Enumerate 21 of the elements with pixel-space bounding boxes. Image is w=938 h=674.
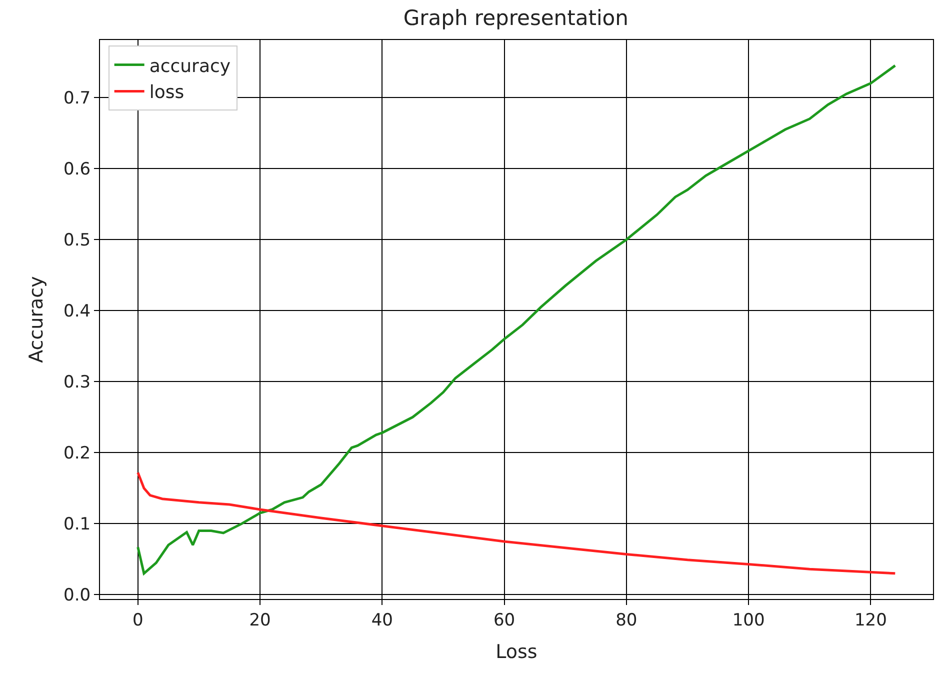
y-tick-label: 0.0 [64,586,91,606]
y-tick-label: 0.2 [64,444,91,464]
y-tick-label: 0.5 [64,230,91,251]
x-tick-label: 100 [732,610,765,630]
chart-title: Graph representation [403,6,628,30]
x-tick-label: 40 [371,610,393,630]
y-tick-label: 0.7 [64,88,91,108]
y-tick-label: 0.1 [64,514,91,535]
y-axis-title: Accuracy [25,276,48,363]
legend-label: loss [149,82,184,104]
y-tick-label: 0.6 [64,160,91,180]
legend-label: accuracy [149,56,231,77]
x-tick-label: 120 [854,610,887,630]
x-tick-label: 20 [249,610,271,630]
y-tick-label: 0.3 [64,372,91,393]
x-tick-label: 0 [132,610,144,630]
x-tick-label: 60 [493,610,516,630]
x-axis-title: Loss [496,641,538,664]
y-tick-label: 0.4 [64,302,91,322]
x-tick-label: 80 [616,610,638,630]
line-series [136,471,896,575]
